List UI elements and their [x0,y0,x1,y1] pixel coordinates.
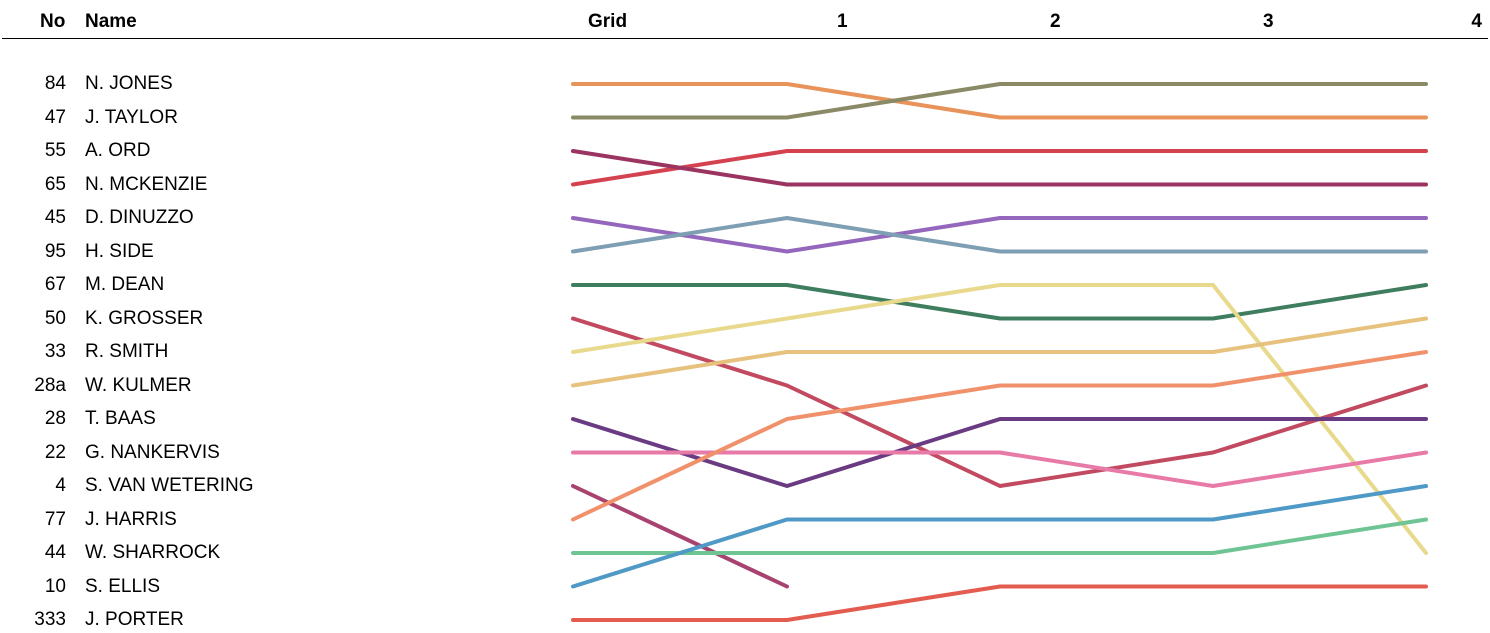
lap-header-1: 1 [837,11,848,32]
rider-name: M. DEAN [85,274,165,295]
series-line-77 [571,350,1428,522]
rider-number: 4 [55,475,66,496]
rider-name: J. PORTER [85,609,184,630]
rider-number: 28 [44,408,66,429]
rider-name: W. SHARROCK [85,542,221,563]
rider-name: J. HARRIS [85,508,177,530]
rider-number: 10 [44,575,66,597]
rider-name: J. TAYLOR [85,106,178,128]
rider-number: 50 [44,307,66,329]
lap-header-4: 4 [1471,11,1482,32]
lap-header-0: Grid [588,11,628,32]
rider-name: D. DINUZZO [85,207,194,228]
no-column-header: No [40,11,66,32]
series-line-44 [571,517,1428,555]
rider-number: 47 [44,106,66,128]
lap-header-3: 3 [1263,11,1274,32]
rider-name: N. JONES [85,73,173,94]
rider-name: W. KULMER [85,374,192,396]
rider-number: 55 [44,140,66,161]
series-line-65 [571,149,1428,187]
table-header: No Name Grid 1 2 3 4 [0,0,1490,40]
name-column-header: Name [85,11,137,32]
rider-number: 65 [44,173,66,195]
rider-number: 28a [34,374,66,396]
series-line-55 [571,149,1428,187]
rider-number: 22 [44,441,66,463]
rider-number: 33 [44,341,66,362]
series-line-10 [571,484,1428,589]
series-line-84 [571,82,1428,120]
rider-name: S. VAN WETERING [85,475,254,496]
rider-name: S. ELLIS [85,575,160,597]
rider-name: N. MCKENZIE [85,173,208,195]
series-line-4 [571,484,789,589]
rider-name: R. SMITH [85,341,169,362]
rider-number: 95 [44,240,66,262]
rider-name: K. GROSSER [85,307,204,329]
series-line-333 [571,584,1428,622]
rider-number: 45 [44,207,66,228]
rider-name: T. BAAS [85,408,156,429]
rider-number: 333 [34,609,66,630]
series-line-67 [571,283,1428,321]
rider-number: 44 [44,542,66,563]
rider-number: 67 [44,274,66,295]
rider-number: 77 [44,508,66,530]
header-rule [2,38,1488,39]
rider-name: A. ORD [85,140,151,161]
series-line-47 [571,82,1428,120]
rider-name: G. NANKERVIS [85,441,220,463]
rider-name: H. SIDE [85,240,154,262]
series-line-28 [571,417,1428,488]
series-line-28a [571,316,1428,388]
lap-header-2: 2 [1050,11,1061,32]
rider-number: 84 [44,73,66,94]
series-line-95 [571,216,1428,254]
series-line-45 [571,216,1428,254]
